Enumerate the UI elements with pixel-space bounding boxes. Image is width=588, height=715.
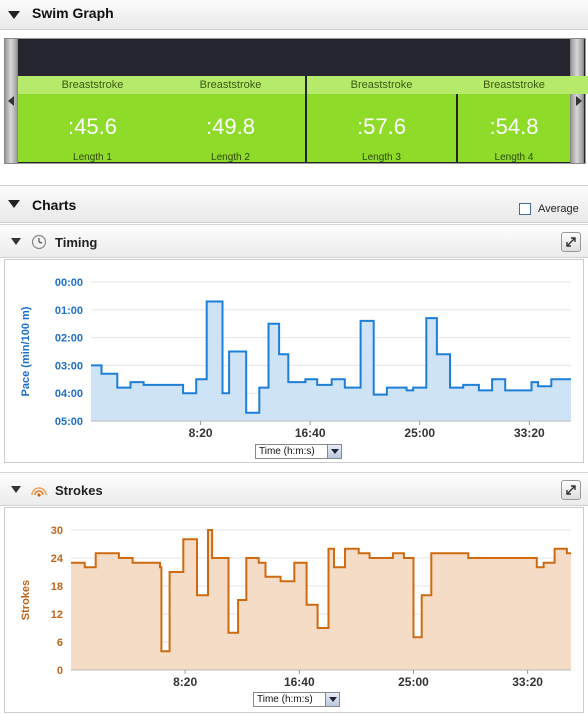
arrow-left-icon bbox=[8, 96, 14, 106]
series-area bbox=[71, 530, 571, 670]
strokes-header[interactable]: Strokes bbox=[0, 472, 588, 506]
stroke-type-label: Breaststroke bbox=[439, 76, 588, 94]
clock-icon bbox=[31, 234, 47, 250]
length-label: Length 1 bbox=[73, 152, 112, 163]
collapse-triangle-icon[interactable] bbox=[11, 486, 21, 493]
length-card[interactable]: Breaststroke :49.8 Length 2 bbox=[156, 76, 306, 163]
x-tick-label: 8:20 bbox=[173, 675, 197, 689]
length-card[interactable]: Breaststroke :54.8 Length 4 bbox=[439, 76, 588, 163]
timing-header[interactable]: Timing bbox=[0, 224, 588, 258]
chevron-down-icon bbox=[327, 445, 341, 458]
expand-chart-button[interactable] bbox=[561, 480, 581, 500]
y-tick-label: 6 bbox=[57, 637, 63, 649]
collapse-triangle-icon[interactable] bbox=[8, 11, 20, 19]
series-area bbox=[91, 301, 571, 421]
chevron-down-icon bbox=[325, 693, 339, 706]
average-checkbox[interactable] bbox=[519, 203, 531, 215]
y-tick-label: 0 bbox=[57, 665, 63, 677]
strokes-x-axis-select[interactable]: Time (h:m:s) bbox=[253, 692, 340, 707]
chart-title-timing: Timing bbox=[55, 235, 98, 250]
y-axis-label: Pace (min/100 m) bbox=[20, 306, 32, 396]
section-title-swim-graph: Swim Graph bbox=[32, 5, 114, 21]
stroke-type-label: Breaststroke bbox=[307, 76, 456, 94]
length-time: :57.6 bbox=[357, 114, 406, 139]
series-line bbox=[91, 300, 571, 414]
x-tick-label: 33:20 bbox=[512, 675, 543, 689]
collapse-triangle-icon[interactable] bbox=[11, 238, 21, 245]
x-tick-label: 33:20 bbox=[514, 426, 545, 440]
y-tick-label: 02:00 bbox=[55, 333, 83, 345]
length-time: :54.8 bbox=[489, 114, 539, 139]
y-tick-label: 03:00 bbox=[55, 360, 83, 372]
timing-chart-box: 00:00 01:00 02:00 03:00 04:00 05:00 8:20 16:40 2… bbox=[4, 259, 584, 463]
stroke-type-label: Breaststroke bbox=[18, 76, 167, 94]
x-tick-label: 16:40 bbox=[295, 426, 326, 440]
strokes-chart-box: 0 6 12 18 24 30 8:20 16:40 25:00 33:20 Strokes Tim… bbox=[4, 507, 584, 713]
y-tick-label: 04:00 bbox=[55, 388, 83, 400]
average-label: Average bbox=[538, 203, 579, 215]
strokes-icon bbox=[31, 487, 47, 497]
y-tick-label: 18 bbox=[51, 581, 63, 593]
length-time: :49.8 bbox=[206, 114, 255, 139]
collapse-triangle-icon[interactable] bbox=[8, 200, 20, 208]
strokes-chart[interactable]: 0 6 12 18 24 30 8:20 16:40 25:00 33:20 Strokes bbox=[5, 508, 583, 712]
strokes-x-axis-select-value: Time (h:m:s) bbox=[257, 694, 313, 705]
length-label: Length 4 bbox=[494, 152, 534, 163]
scroll-left-button[interactable] bbox=[4, 38, 18, 164]
y-tick-label: 30 bbox=[51, 525, 63, 537]
y-tick-label: 05:00 bbox=[55, 416, 83, 428]
timing-x-axis-select[interactable]: Time (h:m:s) bbox=[255, 444, 342, 459]
chart-title-strokes: Strokes bbox=[55, 483, 103, 498]
length-label: Length 3 bbox=[362, 152, 401, 163]
expand-chart-button[interactable] bbox=[561, 232, 581, 252]
scroll-right-button[interactable] bbox=[570, 38, 584, 164]
x-tick-label: 16:40 bbox=[284, 675, 315, 689]
x-tick-label: 25:00 bbox=[404, 426, 435, 440]
length-label: Length 2 bbox=[211, 152, 250, 163]
y-tick-label: 01:00 bbox=[55, 305, 83, 317]
length-card[interactable]: Breaststroke :57.6 Length 3 bbox=[307, 76, 457, 163]
section-title-charts: Charts bbox=[32, 197, 77, 213]
y-tick-label: 24 bbox=[51, 553, 64, 565]
length-time: :45.6 bbox=[68, 114, 117, 139]
timing-x-axis-select-value: Time (h:m:s) bbox=[259, 446, 315, 457]
x-tick-label: 25:00 bbox=[398, 675, 429, 689]
charts-header[interactable]: Charts Average bbox=[0, 185, 588, 223]
stroke-type-label: Breaststroke bbox=[156, 76, 305, 94]
y-axis-label: Strokes bbox=[20, 580, 32, 620]
arrow-right-icon bbox=[576, 96, 582, 106]
pace-chart[interactable]: 00:00 01:00 02:00 03:00 04:00 05:00 8:20 16:40 2… bbox=[5, 260, 583, 462]
x-tick-label: 8:20 bbox=[189, 426, 213, 440]
y-tick-label: 00:00 bbox=[55, 277, 83, 289]
swim-graph-header[interactable]: Swim Graph bbox=[0, 0, 588, 30]
series-line bbox=[71, 529, 571, 653]
y-tick-label: 12 bbox=[51, 609, 63, 621]
expand-icon bbox=[566, 485, 576, 495]
expand-icon bbox=[566, 237, 576, 247]
length-card[interactable]: Breaststroke :45.6 Length 1 bbox=[18, 76, 168, 163]
